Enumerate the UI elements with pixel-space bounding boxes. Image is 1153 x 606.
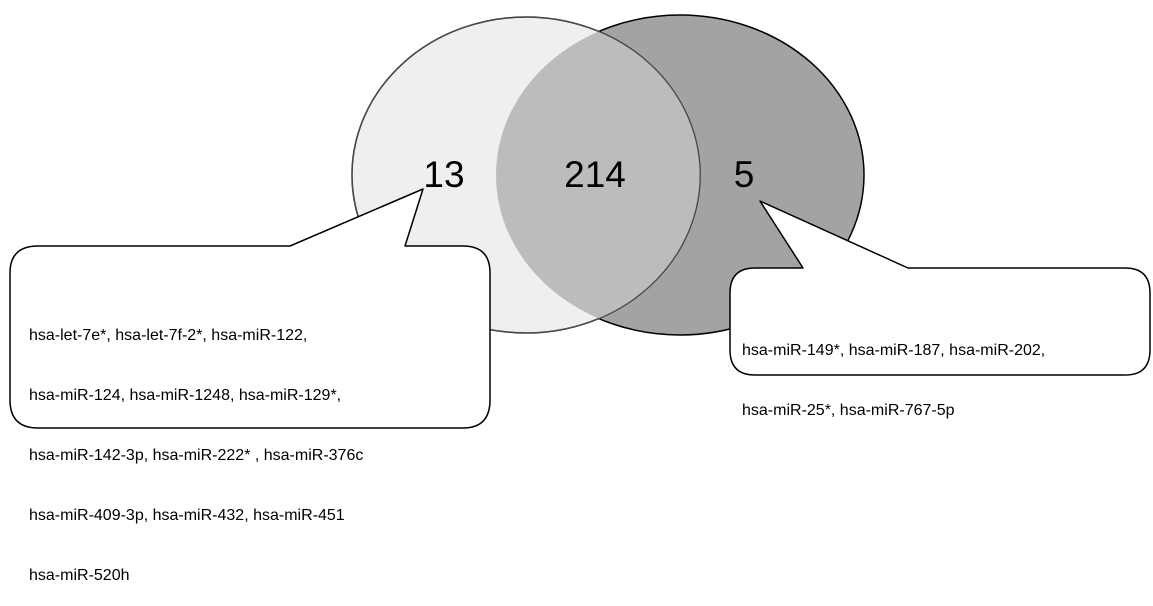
- left-callout-text: hsa-let-7e*, hsa-let-7f-2*, hsa-miR-122,…: [29, 286, 363, 606]
- left-callout-line: hsa-miR-409-3p, hsa-miR-432, hsa-miR-451: [29, 507, 345, 524]
- overlap-count: 214: [564, 154, 626, 195]
- left-callout-line: hsa-miR-124, hsa-miR-1248, hsa-miR-129*,: [29, 387, 342, 404]
- left-callout-line: hsa-let-7e*, hsa-let-7f-2*, hsa-miR-122,: [29, 327, 308, 344]
- right-callout-bubble: [729, 200, 1151, 376]
- right-callout-line: hsa-miR-149*, hsa-miR-187, hsa-miR-202,: [742, 342, 1046, 359]
- left-callout-line: hsa-miR-520h: [29, 567, 130, 584]
- venn-diagram: 13 214 5: [9, 14, 1151, 429]
- left-only-count: 13: [423, 154, 464, 195]
- right-only-count: 5: [734, 154, 755, 195]
- set-left-outline: [351, 16, 701, 334]
- left-callout-bubble: [9, 188, 491, 429]
- left-callout-line: hsa-miR-142-3p, hsa-miR-222* , hsa-miR-3…: [29, 447, 364, 464]
- right-callout-text: hsa-miR-149*, hsa-miR-187, hsa-miR-202, …: [742, 301, 1045, 441]
- right-callout-line: hsa-miR-25*, hsa-miR-767-5p: [742, 402, 955, 419]
- overlap-region: [496, 17, 700, 333]
